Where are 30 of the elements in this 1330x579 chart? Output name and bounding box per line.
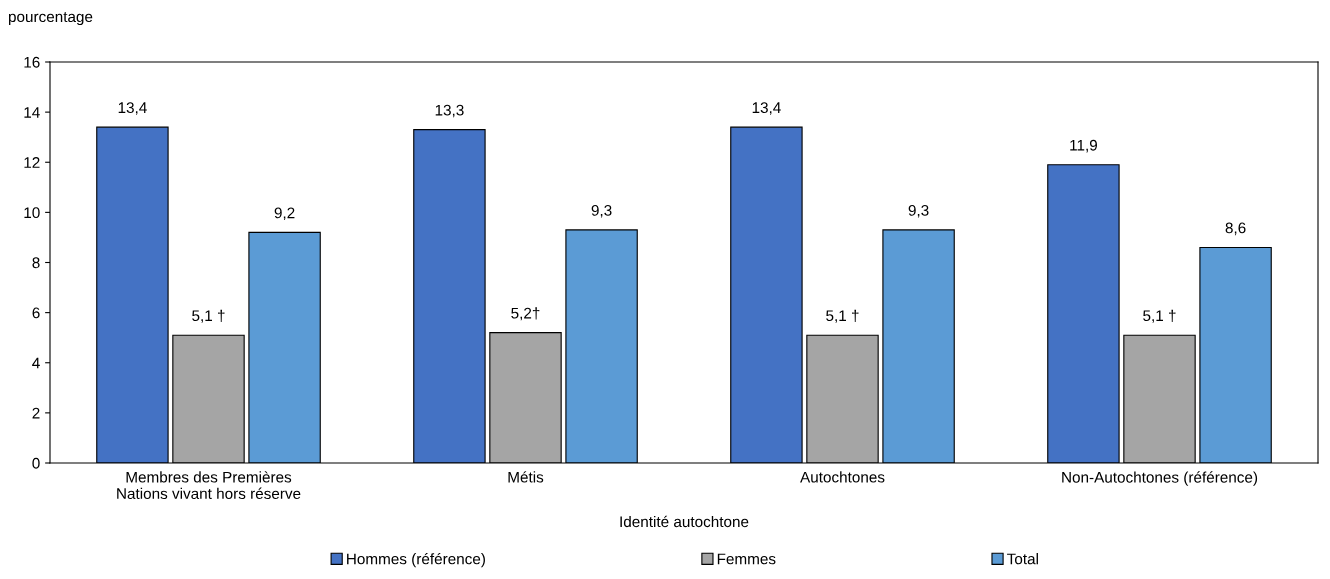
data-label: 13,4 [118, 102, 147, 115]
y-tick-label: 4 [32, 357, 40, 369]
x-tick-label: Membres des Premières Nations vivant hors réserve [117, 471, 301, 500]
data-label: 5,1 † [826, 309, 859, 323]
data-label: 9,3 [591, 204, 612, 218]
legend-label: Hommes (référence) [347, 552, 485, 568]
x-tick-label: Non-Autochtones (référence) [1062, 471, 1258, 486]
y-tick-label: 0 [32, 457, 40, 469]
data-label: 8,6 [1225, 222, 1246, 236]
y-tick-label: 10 [24, 207, 40, 219]
legend-label: Femmes [717, 553, 776, 565]
y-tick-label: 12 [24, 157, 40, 168]
data-label: 11,9 [1070, 139, 1097, 153]
data-label: 5,1 † [1143, 309, 1176, 323]
y-tick-label: 2 [32, 407, 40, 419]
x-tick-label: Métis [508, 471, 544, 483]
data-label: 9,2 [274, 207, 295, 221]
y-tick-label: 6 [32, 307, 40, 319]
data-label: 9,3 [908, 204, 929, 218]
x-axis-title: Identité autochtone [620, 515, 749, 528]
x-tick-label: Autochtones [800, 471, 885, 483]
legend-label: Total [1007, 553, 1038, 565]
data-label: 13,3 [435, 104, 464, 118]
data-label: 5,2† [511, 307, 540, 321]
y-axis-title: pourcentage [8, 12, 93, 26]
y-tick-label: 14 [24, 107, 40, 118]
y-tick-label: 16 [24, 56, 40, 68]
data-label: 5,1 † [192, 309, 225, 323]
y-tick-label: 8 [32, 257, 40, 269]
data-label: 13,4 [752, 102, 781, 115]
